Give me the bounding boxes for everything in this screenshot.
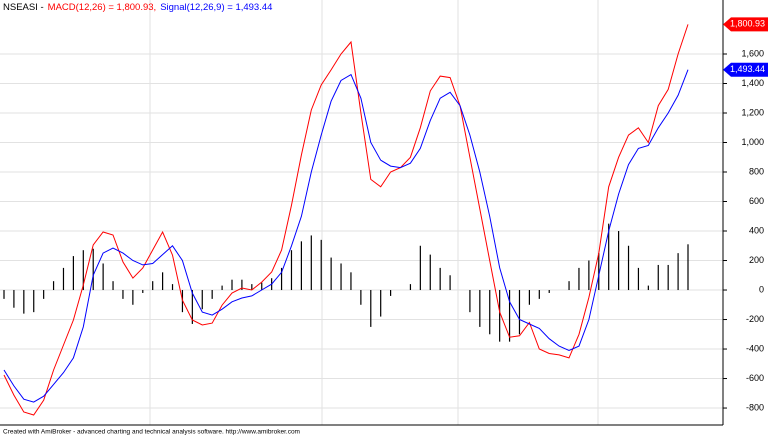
y-tick-label: 600 [749,196,764,206]
series-line [3,24,689,416]
y-tick-label: 200 [749,255,764,265]
chart-title: NSEASI - [3,2,44,13]
y-tick-label: 1,600 [741,48,764,58]
value-flag-label: 1,493.44 [730,64,765,74]
y-tick-label: 400 [749,225,764,235]
legend-entry: MACD(12,26) = 1,800.93, [48,2,157,13]
y-tick-label: 0 [759,284,764,294]
value-flag [723,62,768,77]
value-flag-label: 1,800.93 [730,19,765,29]
y-tick-label: 1,000 [741,137,764,147]
y-tick-label: -200 [746,314,764,324]
legend-entry: Signal(12,26,9) = 1,493.44 [160,2,272,13]
plot-area [0,0,723,425]
y-tick-label: 1,200 [741,107,764,117]
y-tick-label: 1,400 [741,78,764,88]
y-tick-label: -400 [746,343,764,353]
y-tick-label: -800 [746,402,764,412]
y-tick-label: -600 [746,373,764,383]
header: NSEASI - MACD(12,26) = 1,800.93, Signal(12… [3,2,272,13]
value-flag [723,17,768,32]
y-tick-label: 800 [749,166,764,176]
footer: Created with AmiBroker - advanced charti… [3,429,300,436]
series-line [3,69,689,403]
